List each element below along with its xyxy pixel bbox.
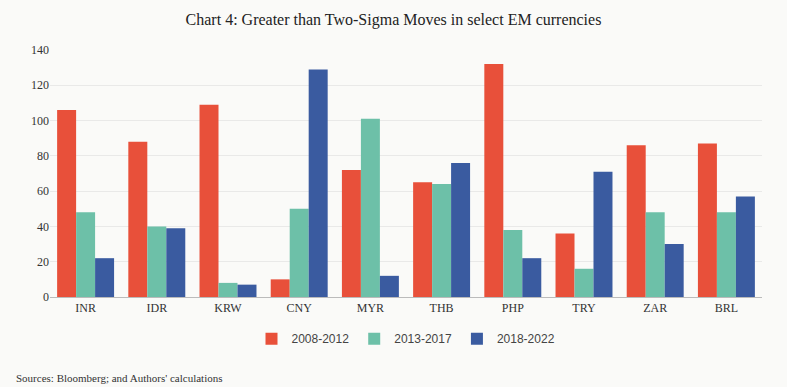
svg-text:KRW: KRW: [214, 301, 242, 315]
svg-text:PHP: PHP: [502, 301, 524, 315]
svg-text:60: 60: [37, 184, 49, 198]
svg-text:ZAR: ZAR: [643, 301, 667, 315]
svg-text:20: 20: [37, 255, 49, 269]
svg-text:0: 0: [43, 290, 49, 304]
svg-text:Sources: Bloomberg; and Author: Sources: Bloomberg; and Authors' calcula…: [16, 372, 222, 384]
svg-text:140: 140: [31, 43, 49, 57]
svg-text:100: 100: [31, 114, 49, 128]
svg-text:IDR: IDR: [146, 301, 167, 315]
svg-text:INR: INR: [75, 301, 96, 315]
svg-text:2018-2022: 2018-2022: [497, 332, 555, 346]
svg-text:2008-2012: 2008-2012: [292, 332, 350, 346]
svg-text:80: 80: [37, 149, 49, 163]
svg-text:120: 120: [31, 78, 49, 92]
svg-text:2013-2017: 2013-2017: [394, 332, 452, 346]
svg-text:TRY: TRY: [572, 301, 596, 315]
svg-text:40: 40: [37, 220, 49, 234]
svg-text:THB: THB: [430, 301, 454, 315]
svg-text:Chart 4: Greater than Two-Sigm: Chart 4: Greater than Two-Sigma Moves in…: [186, 11, 602, 29]
svg-text:MYR: MYR: [357, 301, 384, 315]
svg-text:BRL: BRL: [715, 301, 738, 315]
svg-text:CNY: CNY: [287, 301, 313, 315]
